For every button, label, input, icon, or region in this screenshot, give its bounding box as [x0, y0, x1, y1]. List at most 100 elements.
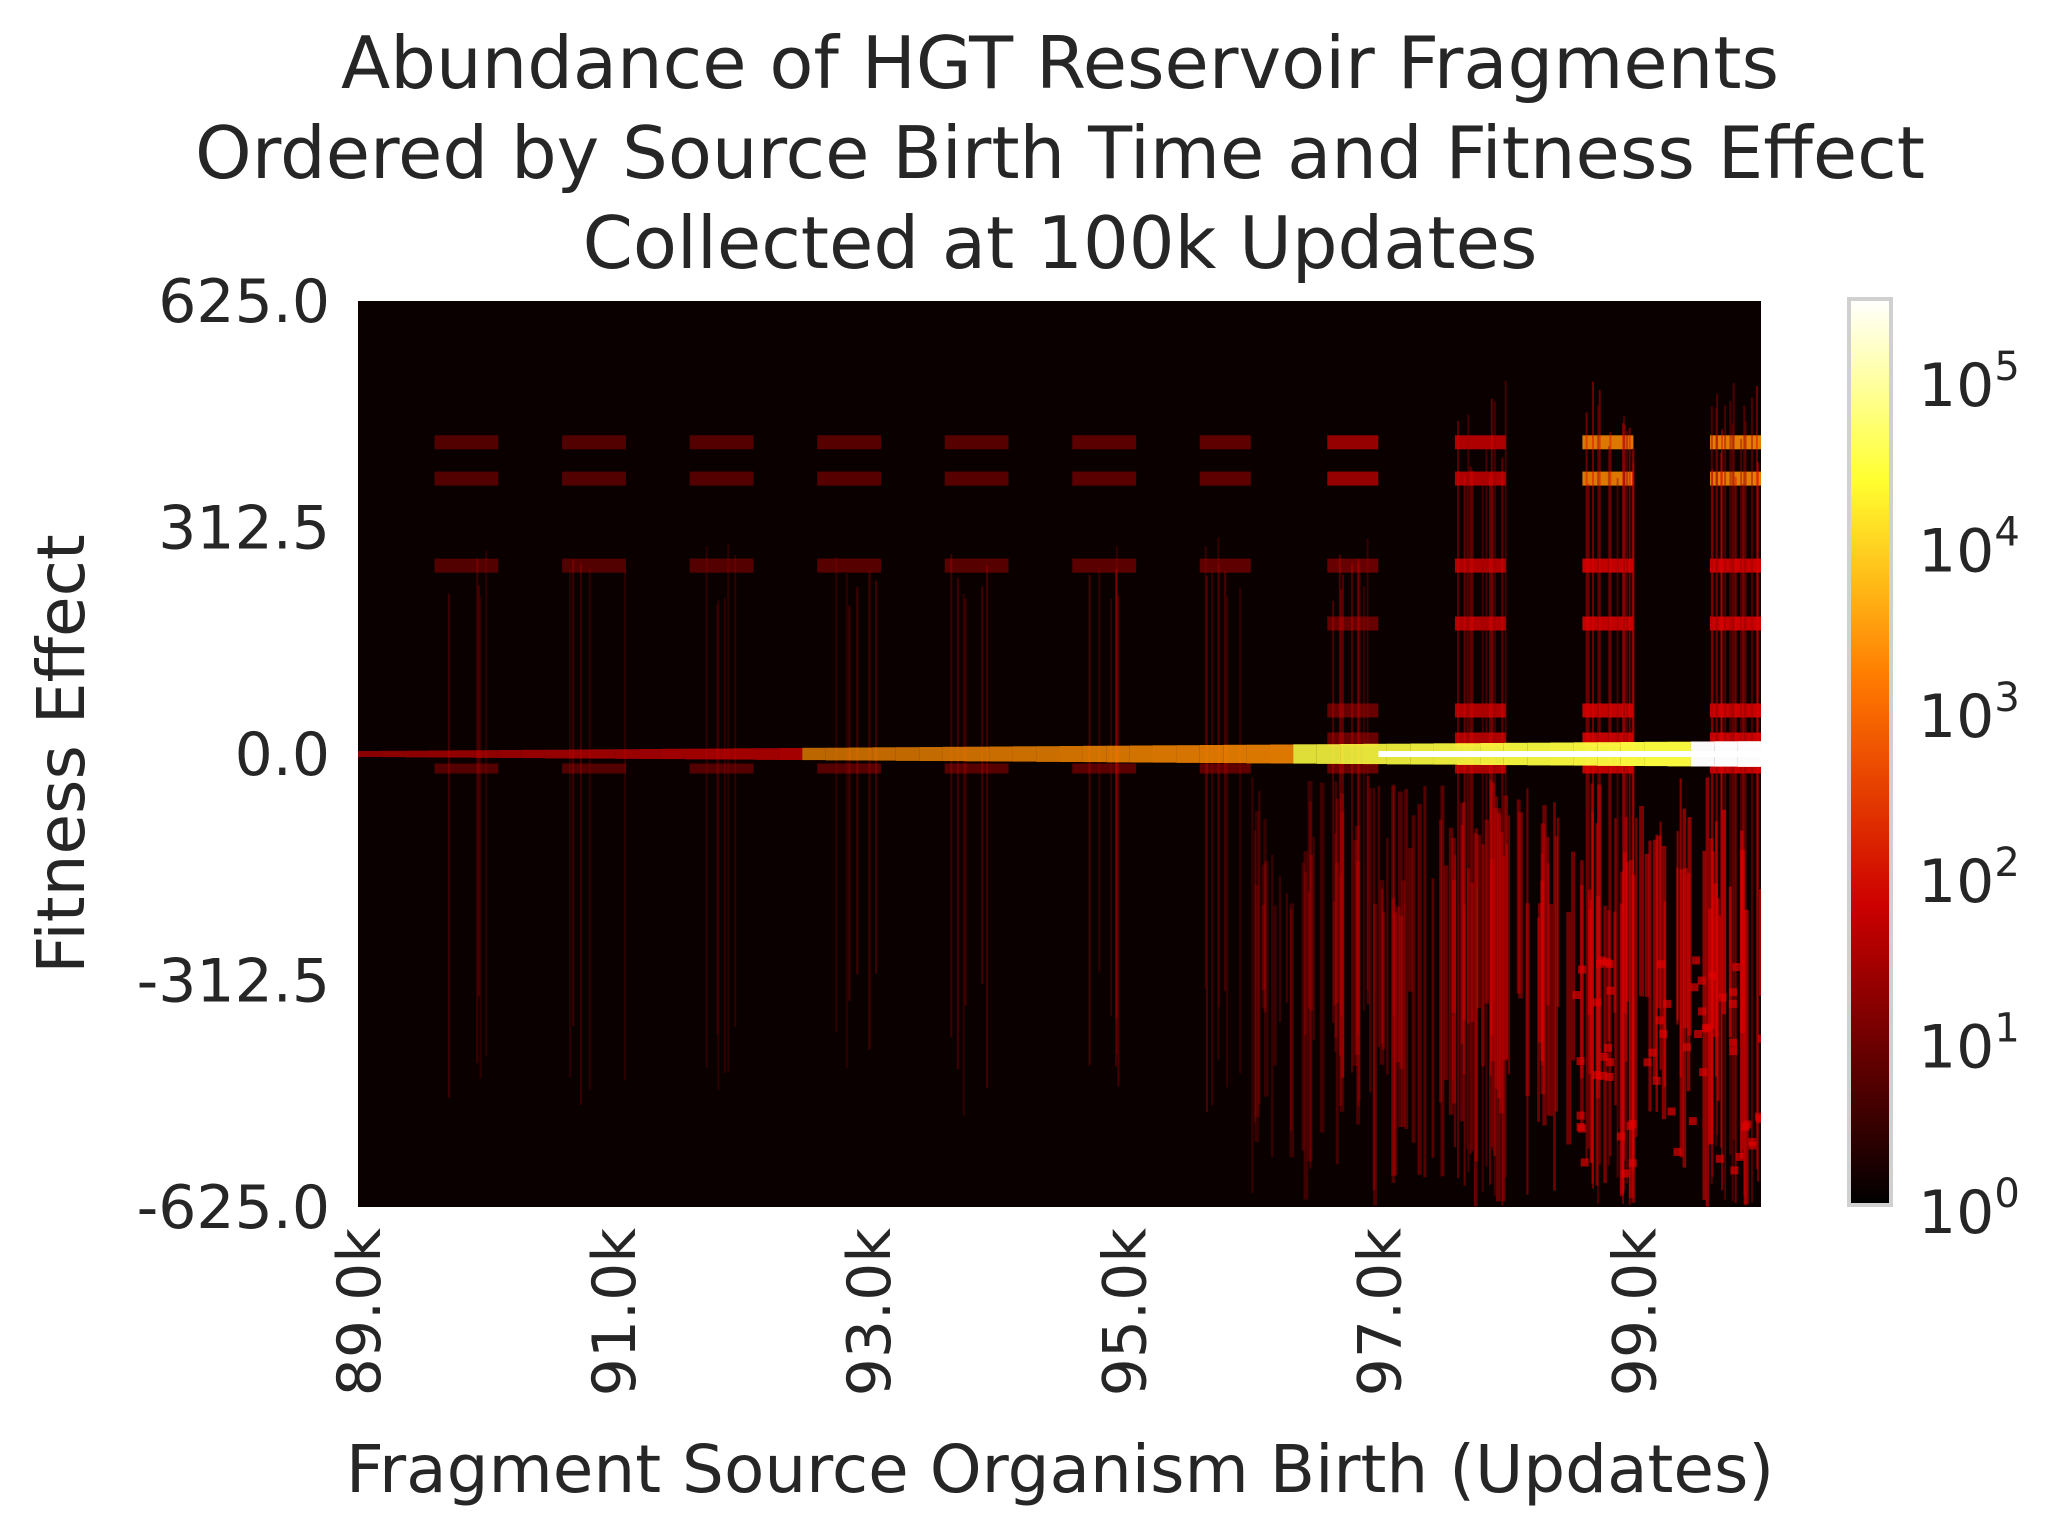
- heatmap-cell: [477, 585, 480, 997]
- heatmap-cell: [1278, 876, 1282, 1023]
- heatmap-cell: [1718, 915, 1721, 998]
- heatmap-cell: [1327, 763, 1379, 774]
- heatmap-cell: [434, 558, 499, 573]
- heatmap-cell: [1495, 796, 1499, 1089]
- heatmap-cell: [545, 749, 569, 759]
- heatmap-cell: [848, 605, 851, 1001]
- heatmap-cell: [1623, 415, 1625, 1159]
- heatmap-cell: [1537, 903, 1543, 1043]
- heatmap-cell: [1582, 558, 1634, 573]
- x-tick-label: 93.0k: [835, 1228, 905, 1397]
- heatmap-cell: [1199, 745, 1224, 763]
- heatmap-cell: [1373, 903, 1377, 1206]
- heatmap-cell: [1505, 843, 1508, 1059]
- heatmap-cell: [1448, 827, 1454, 1115]
- heatmap-cell: [624, 570, 627, 1081]
- heatmap-cell: [919, 747, 943, 761]
- heatmap-cell: [944, 471, 1009, 486]
- heatmap-cell: [638, 749, 662, 759]
- heatmap-cell: [989, 746, 1013, 762]
- heatmap-cell: [1721, 809, 1727, 1015]
- heatmap-cell: [708, 748, 733, 760]
- heatmap-cell: [944, 558, 1009, 573]
- heatmap-cell: [1334, 781, 1337, 1038]
- heatmap-cell: [1439, 819, 1443, 1103]
- heatmap-cell: [1340, 793, 1345, 1112]
- colorbar-tick-label: 104: [1918, 509, 2020, 586]
- x-tick-label: 97.0k: [1345, 1228, 1415, 1397]
- heatmap-cell: [716, 605, 719, 1034]
- heatmap-cell: [1378, 751, 1761, 757]
- heatmap-cell: [1366, 538, 1369, 991]
- heatmap-cell: [1711, 851, 1715, 1029]
- heatmap-cell: [1582, 763, 1634, 774]
- heatmap-cell: [1117, 596, 1120, 1087]
- heatmap-cell: [1553, 802, 1556, 1191]
- heatmap-cell: [1743, 405, 1746, 1196]
- heatmap-cell: [1460, 825, 1464, 1044]
- heatmap-cell: [562, 471, 626, 486]
- heatmap-cell: [817, 435, 881, 450]
- heatmap-cell: [1392, 784, 1395, 1016]
- heatmap-cell: [1605, 959, 1614, 968]
- heatmap-cell: [1648, 1048, 1657, 1057]
- heatmap-cell: [1501, 458, 1504, 1206]
- heatmap-cell: [1251, 777, 1254, 1193]
- y-tick-label: -312.5: [137, 947, 330, 1017]
- heatmap-cell: [1211, 570, 1213, 1106]
- heatmap-cell: [1729, 1047, 1738, 1056]
- heatmap-cell: [1454, 471, 1506, 486]
- heatmap-cell: [1663, 999, 1672, 1008]
- heatmap-cell: [1270, 744, 1294, 764]
- heatmap-cell: [588, 567, 591, 1091]
- heatmap-cell: [1648, 840, 1652, 1112]
- heatmap-cell: [1493, 401, 1496, 1196]
- heatmap-cell: [1473, 833, 1478, 1207]
- heatmap-cell: [1729, 401, 1732, 1155]
- heatmap-cell: [1369, 787, 1372, 1093]
- heatmap-cell: [1577, 1124, 1586, 1133]
- heatmap-cell: [689, 558, 754, 573]
- heatmap-cell: [1340, 744, 1364, 764]
- heatmap-cell: [1580, 885, 1584, 1079]
- heatmap-cell: [817, 763, 881, 774]
- heatmap-cell: [1466, 475, 1469, 1150]
- heatmap-cell: [1697, 976, 1706, 985]
- colorbar-tick-label: 100: [1918, 1171, 2020, 1248]
- heatmap-cell: [1499, 832, 1504, 1114]
- heatmap-cell: [1301, 862, 1305, 1151]
- heatmap-cell: [1710, 763, 1761, 774]
- heatmap-cell: [1289, 903, 1294, 1158]
- heatmap-cell: [1372, 788, 1376, 1191]
- chart-title-line-3: Collected at 100k Updates: [583, 201, 1538, 285]
- heatmap-cell: [1652, 1076, 1661, 1085]
- heatmap-cell: [1673, 1147, 1682, 1156]
- heatmap-cell: [1537, 917, 1540, 1122]
- heatmap-cell: [1285, 893, 1288, 1003]
- colorbar-gradient: [1849, 299, 1891, 1205]
- heatmap-cell: [1496, 808, 1501, 1202]
- heatmap-cell: [1453, 855, 1457, 1148]
- heatmap-cell: [964, 599, 967, 1006]
- heatmap-cell: [1072, 471, 1137, 486]
- heatmap-cell: [1307, 891, 1311, 1009]
- heatmap-cell: [1454, 558, 1506, 573]
- heatmap-cell: [1659, 821, 1662, 1070]
- heatmap-cell: [569, 570, 572, 1078]
- heatmap-cell: [1546, 863, 1550, 1116]
- heatmap-cell: [1710, 616, 1761, 631]
- heatmap-cell: [1477, 835, 1481, 1009]
- heatmap-cell: [1657, 960, 1666, 969]
- heatmap-cell: [1224, 571, 1227, 992]
- heatmap-cell: [1585, 412, 1588, 1162]
- heatmap-cell: [1391, 785, 1396, 1176]
- heatmap-cell: [1593, 998, 1602, 1007]
- heatmap-cell: [1751, 397, 1753, 1203]
- heatmap-cell: [1628, 427, 1631, 1205]
- heatmap-cell: [1758, 1034, 1761, 1043]
- colorbar-ticks: 100 101 102 103 104 105: [1918, 344, 2020, 1248]
- heatmap-cell: [1316, 744, 1341, 764]
- heatmap-cell: [1597, 784, 1602, 1081]
- heatmap-cell: [1312, 836, 1315, 1041]
- heatmap-cell: [1307, 781, 1313, 1162]
